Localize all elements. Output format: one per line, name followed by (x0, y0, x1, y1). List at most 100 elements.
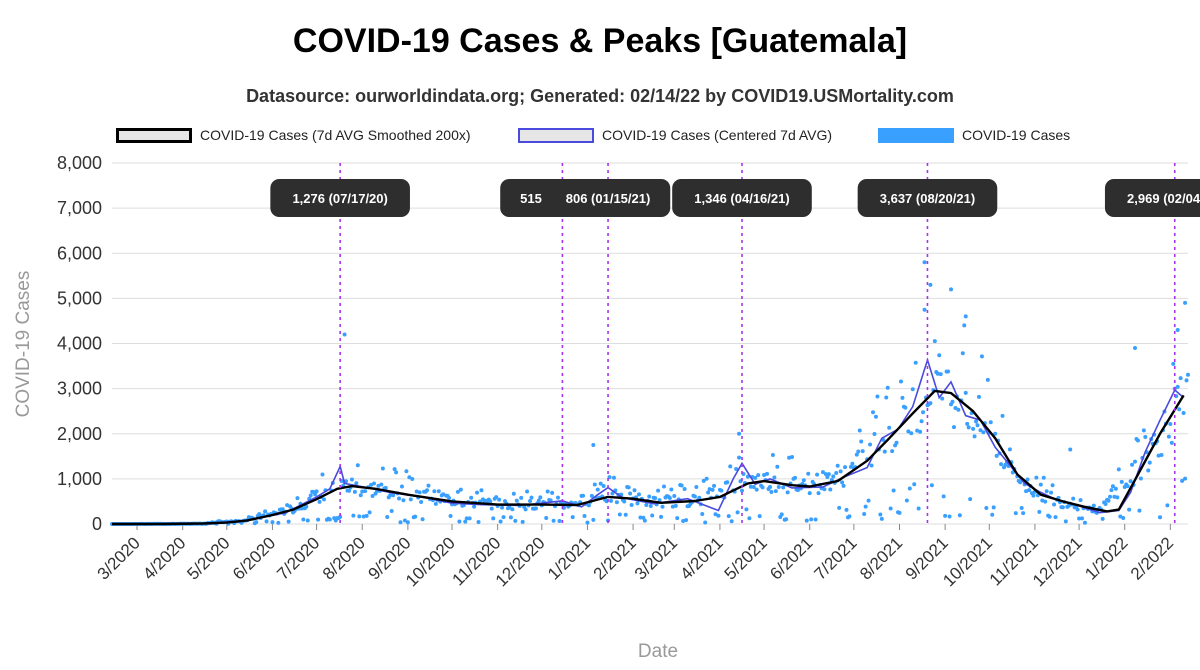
raw-case-point (1038, 482, 1043, 487)
raw-case-point (1075, 507, 1080, 512)
raw-case-point (391, 493, 396, 498)
raw-case-point (1133, 346, 1138, 351)
raw-case-point (725, 480, 730, 485)
legend-swatch-smoothed (116, 127, 192, 143)
raw-case-point (894, 440, 899, 445)
raw-case-point (820, 470, 825, 475)
raw-case-point (1041, 475, 1046, 480)
raw-case-point (1068, 447, 1073, 452)
raw-case-point (501, 515, 506, 520)
raw-case-point (857, 428, 862, 433)
raw-case-point (313, 492, 318, 497)
raw-case-point (360, 489, 365, 494)
raw-case-point (940, 396, 945, 401)
raw-case-point (1053, 515, 1058, 520)
raw-case-point (692, 494, 697, 499)
raw-case-point (304, 504, 309, 509)
x-tick-label: 5/2020 (183, 533, 233, 583)
raw-case-point (370, 493, 375, 498)
raw-case-point (472, 504, 477, 509)
raw-case-point (1027, 488, 1032, 493)
raw-case-point (519, 495, 524, 500)
raw-case-point (1177, 407, 1182, 412)
raw-case-point (754, 487, 759, 492)
raw-case-point (372, 481, 377, 486)
raw-case-point (276, 520, 281, 525)
raw-case-point (991, 505, 996, 510)
raw-case-point (713, 512, 718, 517)
raw-case-point (1165, 503, 1170, 508)
raw-case-point (1119, 479, 1124, 484)
raw-case-point (1021, 511, 1026, 516)
raw-case-point (610, 491, 615, 496)
raw-case-point (775, 464, 780, 469)
raw-case-point (710, 487, 715, 492)
raw-case-point (701, 478, 706, 483)
raw-case-point (1037, 509, 1042, 514)
raw-case-point (458, 487, 463, 492)
raw-case-point (860, 449, 865, 454)
raw-case-point (636, 492, 641, 497)
legend-item-raw[interactable]: COVID-19 Cases (878, 124, 1070, 146)
raw-case-point (760, 485, 765, 490)
raw-case-point (1178, 376, 1183, 381)
raw-case-point (975, 423, 980, 428)
raw-case-point (581, 493, 586, 498)
raw-case-point (976, 394, 981, 399)
raw-case-point (785, 490, 790, 495)
raw-case-point (866, 498, 871, 503)
raw-case-point (751, 485, 756, 490)
raw-case-point (806, 471, 811, 476)
raw-case-point (815, 472, 820, 477)
raw-case-point (1184, 378, 1189, 383)
raw-case-point (868, 442, 873, 447)
raw-case-point (943, 513, 948, 518)
raw-case-point (295, 496, 300, 501)
raw-case-point (660, 504, 665, 509)
legend-item-smoothed[interactable]: COVID-19 Cases (7d AVG Smoothed 200x) (116, 124, 471, 146)
raw-case-point (753, 475, 758, 480)
raw-case-point (648, 504, 653, 509)
raw-case-point (647, 494, 652, 499)
raw-case-point (585, 520, 590, 525)
raw-case-point (1115, 495, 1120, 500)
raw-case-point (389, 509, 394, 514)
x-tick-label: 12/2020 (492, 533, 549, 590)
raw-case-point (656, 488, 661, 493)
raw-case-point (994, 453, 999, 458)
raw-case-point (286, 519, 291, 524)
raw-case-point (426, 483, 431, 488)
raw-case-point (882, 449, 887, 454)
raw-case-point (790, 455, 795, 460)
raw-case-point (859, 439, 864, 444)
raw-case-point (1044, 489, 1049, 494)
raw-case-point (878, 512, 883, 517)
raw-case-point (804, 518, 809, 523)
raw-case-point (508, 515, 513, 520)
raw-case-point (357, 514, 362, 519)
raw-case-point (510, 507, 515, 512)
raw-case-point (949, 287, 954, 292)
raw-case-point (424, 488, 429, 493)
raw-case-point (513, 518, 518, 523)
x-tick-label: 2/2022 (1127, 533, 1177, 583)
peak-label: 2,969 (02/04/22) (1127, 191, 1200, 206)
raw-case-point (1050, 483, 1055, 488)
raw-case-point (582, 513, 587, 518)
raw-case-point (1043, 499, 1048, 504)
raw-case-point (523, 507, 528, 512)
raw-case-point (545, 489, 550, 494)
raw-case-point (354, 481, 359, 486)
raw-case-point (748, 484, 753, 489)
raw-case-point (401, 498, 406, 503)
x-axis-ticks: 3/20204/20205/20206/20207/20208/20209/20… (94, 524, 1177, 590)
raw-case-point (342, 332, 347, 337)
raw-case-point (854, 452, 859, 457)
raw-case-point (608, 498, 613, 503)
raw-case-point (592, 482, 597, 487)
raw-case-point (638, 515, 643, 520)
raw-case-point (737, 431, 742, 436)
legend-item-centered[interactable]: COVID-19 Cases (Centered 7d AVG) (518, 124, 832, 146)
raw-case-point (747, 516, 752, 521)
raw-case-point (712, 483, 717, 488)
